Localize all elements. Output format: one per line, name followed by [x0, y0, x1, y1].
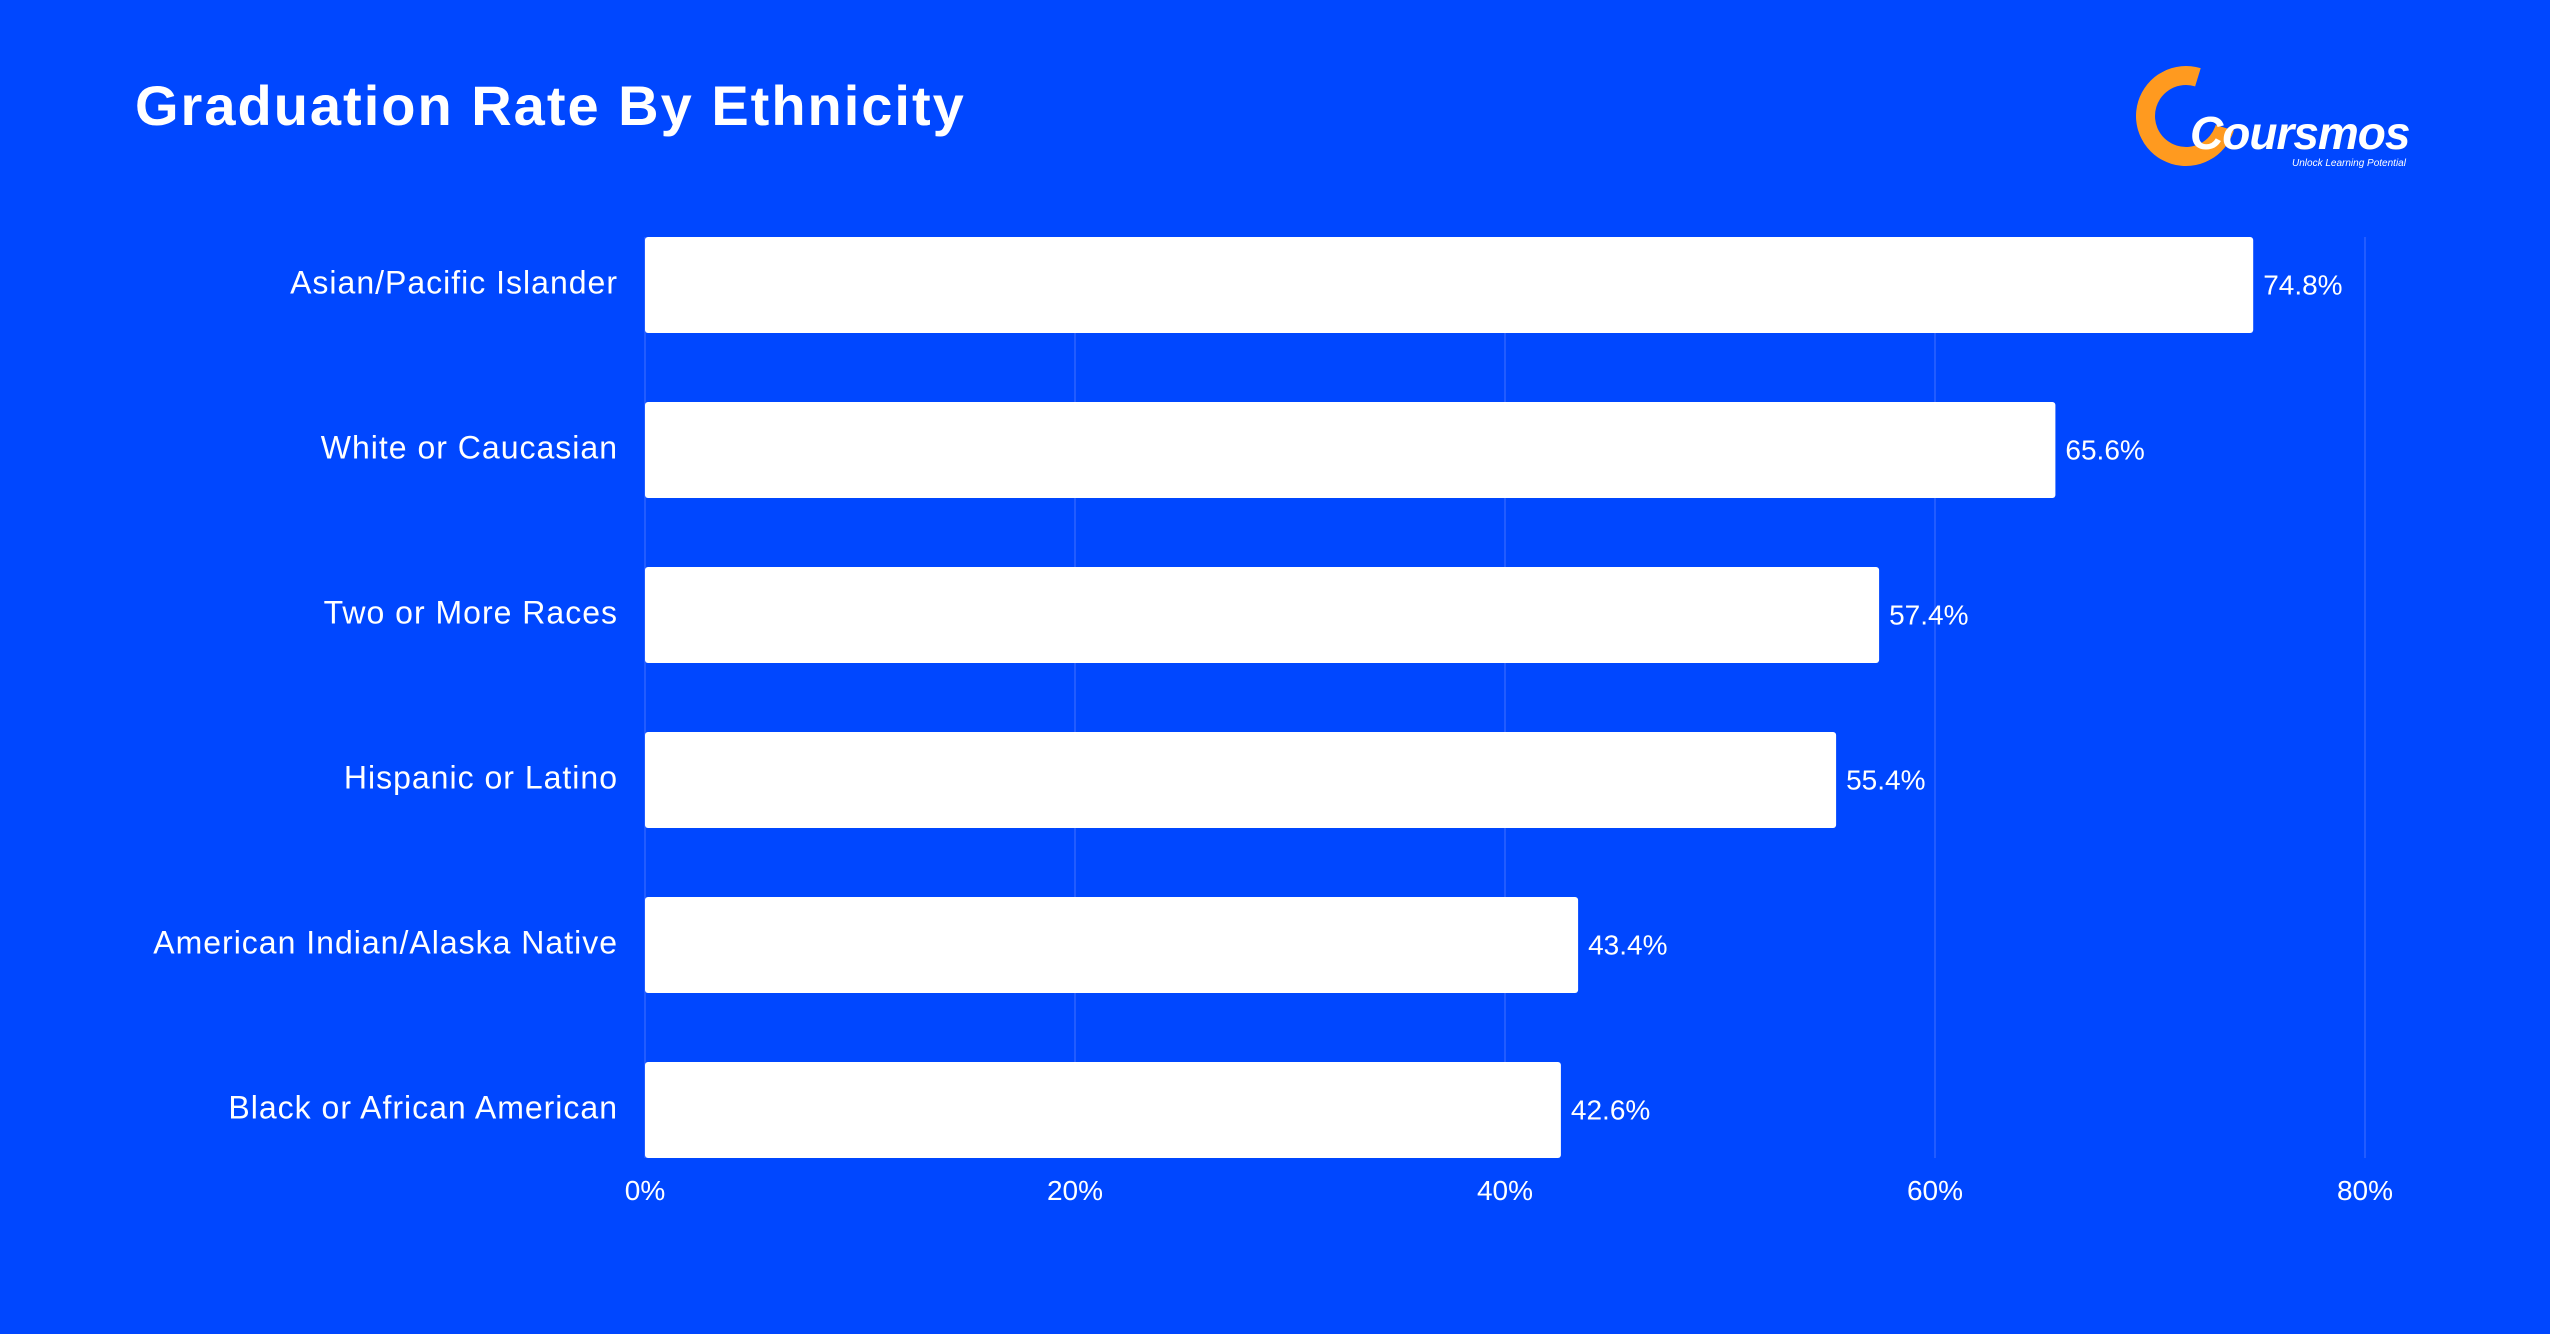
data-label-4: 43.4%	[1588, 929, 1667, 960]
bar-4	[645, 897, 1579, 993]
x-tick-label-0: 0%	[625, 1175, 665, 1206]
category-label-5: Black or African American	[228, 1089, 618, 1125]
data-label-2: 57.4%	[1889, 599, 1968, 630]
data-label-5: 42.6%	[1571, 1094, 1650, 1125]
category-label-1: White or Caucasian	[321, 429, 618, 465]
x-tick-label-4: 80%	[2337, 1175, 2393, 1206]
bar-5	[645, 1062, 1561, 1158]
data-label-0: 74.8%	[2263, 269, 2342, 300]
bar-1	[645, 402, 2056, 498]
logo-wordmark: Coursmos	[2190, 107, 2410, 159]
bar-2	[645, 567, 1880, 663]
x-tick-label-1: 20%	[1047, 1175, 1103, 1206]
data-label-3: 55.4%	[1846, 764, 1925, 795]
category-label-2: Two or More Races	[324, 594, 618, 630]
category-label-3: Hispanic or Latino	[344, 759, 618, 795]
category-label-0: Asian/Pacific Islander	[290, 264, 618, 300]
bar-3	[645, 732, 1837, 828]
category-label-4: American Indian/Alaska Native	[153, 924, 618, 960]
logo-tagline: Unlock Learning Potential	[2292, 158, 2406, 169]
chart-title: Graduation Rate By Ethnicity	[135, 74, 966, 137]
data-label-1: 65.6%	[2065, 434, 2144, 465]
x-tick-label-3: 60%	[1907, 1175, 1963, 1206]
bar-0	[645, 237, 2254, 333]
x-tick-label-2: 40%	[1477, 1175, 1533, 1206]
coursmos-logo: Coursmos Unlock Learning Potential	[2118, 48, 2410, 184]
